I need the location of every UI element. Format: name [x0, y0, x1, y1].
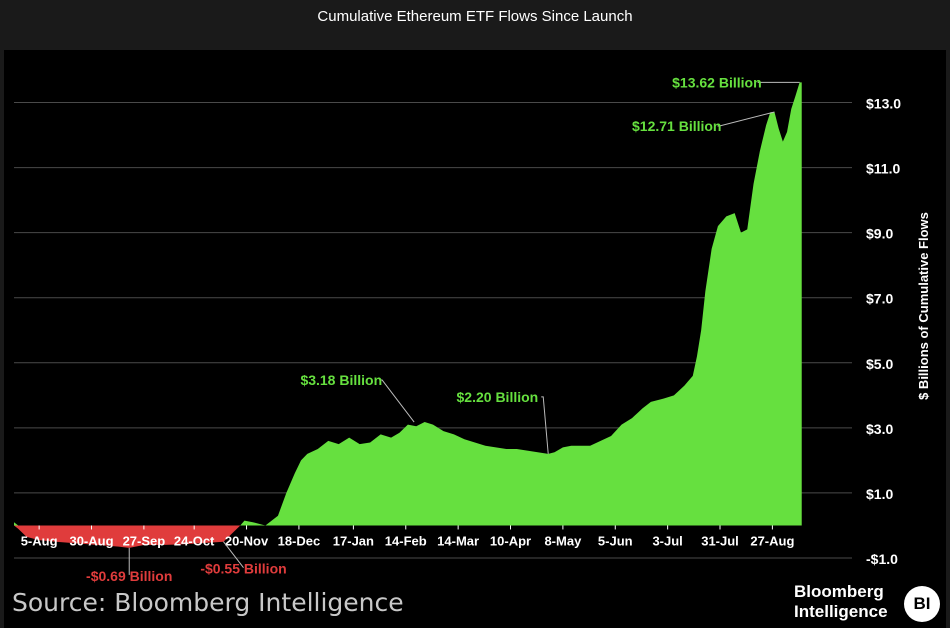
x-tick-label: 24-Oct: [174, 533, 215, 548]
x-tick-label: 30-Aug: [69, 533, 113, 548]
x-tick-label: 20-Nov: [225, 533, 269, 548]
y-tick-label: $13.0: [866, 96, 901, 112]
y-tick-label: $1.0: [866, 486, 893, 502]
positive-flow-area: [14, 82, 802, 526]
y-tick-label: $11.0: [866, 161, 900, 177]
x-tick-label: 27-Aug: [750, 533, 794, 548]
negative-flow-area: [14, 525, 802, 548]
annotation-label: $13.62 Billion: [672, 74, 761, 90]
x-tick-label: 8-May: [544, 533, 582, 548]
chart-area: 5-Aug 30-Aug 27-Sep 24-Oct 20-Nov 18-Dec 17-Ja…: [4, 50, 946, 628]
x-tick-label: 14-Mar: [437, 533, 479, 548]
brand-logo-text: Bloomberg Intelligence: [794, 582, 888, 622]
bi-logo-badge: BI: [904, 586, 940, 622]
annotation-leader: [223, 541, 244, 569]
y-axis-label: $ Billions of Cumulative Flows: [916, 212, 931, 400]
annotation-leader: [541, 396, 549, 454]
area-chart: 5-Aug 30-Aug 27-Sep 24-Oct 20-Nov 18-Dec 17-Ja…: [14, 74, 931, 584]
annotation-label: $2.20 Billion: [457, 389, 539, 405]
x-tick-label: 3-Jul: [652, 533, 682, 548]
x-tick-label: 14-Feb: [385, 533, 427, 548]
annotation-label: -$0.69 Billion: [86, 568, 172, 584]
brand-line-1: Bloomberg: [794, 582, 884, 601]
x-tick-label: 17-Jan: [333, 533, 374, 548]
annotation-label: $12.71 Billion: [632, 118, 721, 134]
x-tick-label: 27-Sep: [123, 533, 166, 548]
annotation-label: $3.18 Billion: [300, 372, 382, 388]
y-tick-label: $9.0: [866, 226, 893, 242]
x-tick-label: 18-Dec: [278, 533, 321, 548]
brand-line-2: Intelligence: [794, 602, 888, 621]
x-axis-ticks: 5-Aug 30-Aug 27-Sep 24-Oct 20-Nov 18-Dec 17-Ja…: [21, 525, 794, 548]
x-tick-label: 5-Jun: [598, 533, 633, 548]
y-tick-label: -$1.0: [866, 551, 898, 567]
y-tick-label: $5.0: [866, 356, 893, 372]
x-tick-label: 10-Apr: [490, 533, 531, 548]
y-axis-ticks: -$1.0 $1.0 $3.0 $5.0 $7.0 $9.0 $11.0 $13.0: [866, 96, 901, 567]
y-tick-label: $3.0: [866, 421, 893, 437]
annotations: $13.62 Billion $12.71 Billion $3.18 Billio…: [86, 74, 800, 584]
chart-title: Cumulative Ethereum ETF Flows Since Laun…: [0, 0, 950, 44]
annotation-leader: [717, 111, 775, 127]
annotation-label: -$0.55 Billion: [200, 561, 286, 577]
source-note: Source: Bloomberg Intelligence: [12, 588, 404, 617]
x-tick-label: 5-Aug: [21, 533, 58, 548]
x-tick-label: 31-Jul: [701, 533, 739, 548]
y-tick-label: $7.0: [866, 291, 893, 307]
annotation-leader: [380, 379, 415, 423]
